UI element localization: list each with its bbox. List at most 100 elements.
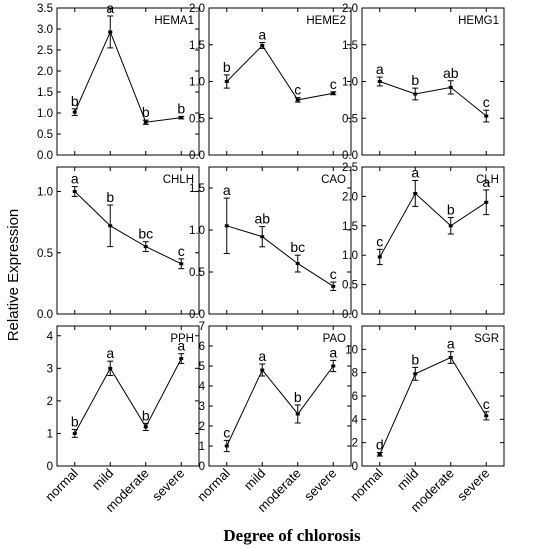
significance-letter: b (411, 351, 419, 367)
data-point (331, 284, 336, 288)
data-point (224, 80, 229, 83)
significance-letter: a (329, 344, 337, 360)
data-point (72, 110, 77, 114)
significance-letter: a (223, 182, 231, 198)
significance-letter: b (411, 72, 419, 88)
significance-letter: a (376, 61, 384, 77)
significance-letter: ab (443, 65, 459, 81)
data-point (413, 92, 418, 96)
significance-letter: a (258, 348, 266, 364)
data-point (179, 116, 184, 120)
significance-letter: b (142, 407, 150, 423)
panel-title: CHLH (163, 174, 194, 186)
y-tick-label: 0 (352, 461, 358, 473)
y-axis-label: Relative Expression (5, 209, 22, 342)
x-category-label: severe (149, 466, 187, 504)
y-tick-label: 0.5 (189, 267, 205, 279)
significance-letter: d (376, 437, 384, 453)
x-category-label: mild (89, 466, 116, 493)
panel-title: CLH (476, 174, 499, 186)
panel-frame (208, 325, 352, 467)
data-point (448, 85, 453, 89)
x-category-label: severe (301, 466, 339, 504)
y-tick-label: 4 (199, 381, 206, 393)
y-tick-label: 10 (345, 344, 358, 356)
data-point (108, 224, 113, 228)
significance-letter: b (177, 100, 185, 116)
y-tick-label: 2.0 (342, 3, 358, 15)
data-point (377, 80, 382, 83)
data-point (331, 91, 336, 95)
panel-cao: 0.0 0.5 1.0 1.5 a ab bc c CAO (189, 166, 352, 321)
data-point (108, 366, 113, 370)
data-point (72, 190, 77, 193)
y-tick-label: 1.0 (37, 108, 53, 120)
significance-letter: a (177, 338, 185, 354)
panel-frame (56, 7, 200, 156)
data-point (413, 191, 418, 195)
y-tick-label: 1.0 (37, 187, 53, 199)
y-tick-label: 1.5 (342, 40, 358, 52)
y-tick-label: 6 (352, 391, 358, 403)
y-tick-label: 2.0 (189, 3, 205, 15)
series-line (226, 44, 334, 101)
significance-letter: bc (290, 239, 305, 255)
y-tick-label: 0.0 (37, 150, 53, 162)
y-tick-label: 2 (47, 396, 53, 408)
y-tick-label: 0.0 (189, 309, 205, 321)
significance-letter: a (447, 336, 455, 352)
y-tick-label: 2.0 (37, 66, 53, 78)
panel-title: PPH (170, 333, 194, 345)
data-point (143, 425, 148, 429)
panel-frame (56, 166, 200, 315)
y-tick-label: 1.0 (189, 77, 205, 89)
y-tick-label: 0 (199, 461, 205, 473)
series-line (74, 30, 182, 123)
data-point (484, 114, 489, 118)
panel-frame (361, 166, 505, 315)
y-tick-label: 0.5 (37, 248, 53, 260)
data-point (295, 262, 300, 266)
panel-hema1: 0.0 0.5 1.0 1.5 2.0 2.5 3.0 3.5 b a b b HEMA1 (37, 0, 200, 162)
y-tick-label: 1.5 (342, 221, 358, 233)
data-point (484, 200, 489, 204)
y-tick-label: 0.5 (189, 113, 205, 125)
data-point (143, 245, 148, 249)
data-point (448, 224, 453, 228)
y-tick-label: 2.5 (37, 45, 53, 57)
x-category-label: mild (394, 466, 421, 493)
x-category-label: severe (454, 466, 492, 504)
x-axis-label: Degree of chlorosis (223, 526, 361, 545)
significance-letter: c (223, 424, 230, 440)
y-tick-label: 1.5 (37, 87, 53, 99)
data-point (179, 357, 184, 361)
data-point (143, 120, 148, 124)
y-tick-label: 2.0 (342, 191, 358, 203)
data-point (484, 414, 489, 418)
panel-title: HEMA1 (154, 15, 194, 27)
significance-letter: b (106, 189, 114, 205)
data-point (72, 431, 77, 435)
significance-letter: c (330, 76, 337, 92)
y-tick-label: 0.5 (342, 113, 358, 125)
data-point (224, 444, 229, 448)
panel-title: HEME2 (306, 15, 346, 27)
data-point (260, 235, 265, 239)
y-tick-label: 0.0 (37, 309, 53, 321)
y-tick-label: 5 (199, 361, 205, 373)
y-tick-label: 1.0 (189, 225, 205, 237)
series-line (379, 81, 487, 117)
y-tick-label: 0.0 (189, 150, 205, 162)
panel-frame (56, 325, 200, 467)
series-line (74, 191, 182, 265)
y-tick-label: 4 (352, 414, 359, 426)
panel-title: HEMG1 (458, 15, 499, 27)
y-tick-label: 4 (47, 331, 54, 343)
series-line (226, 365, 334, 447)
data-point (260, 368, 265, 372)
